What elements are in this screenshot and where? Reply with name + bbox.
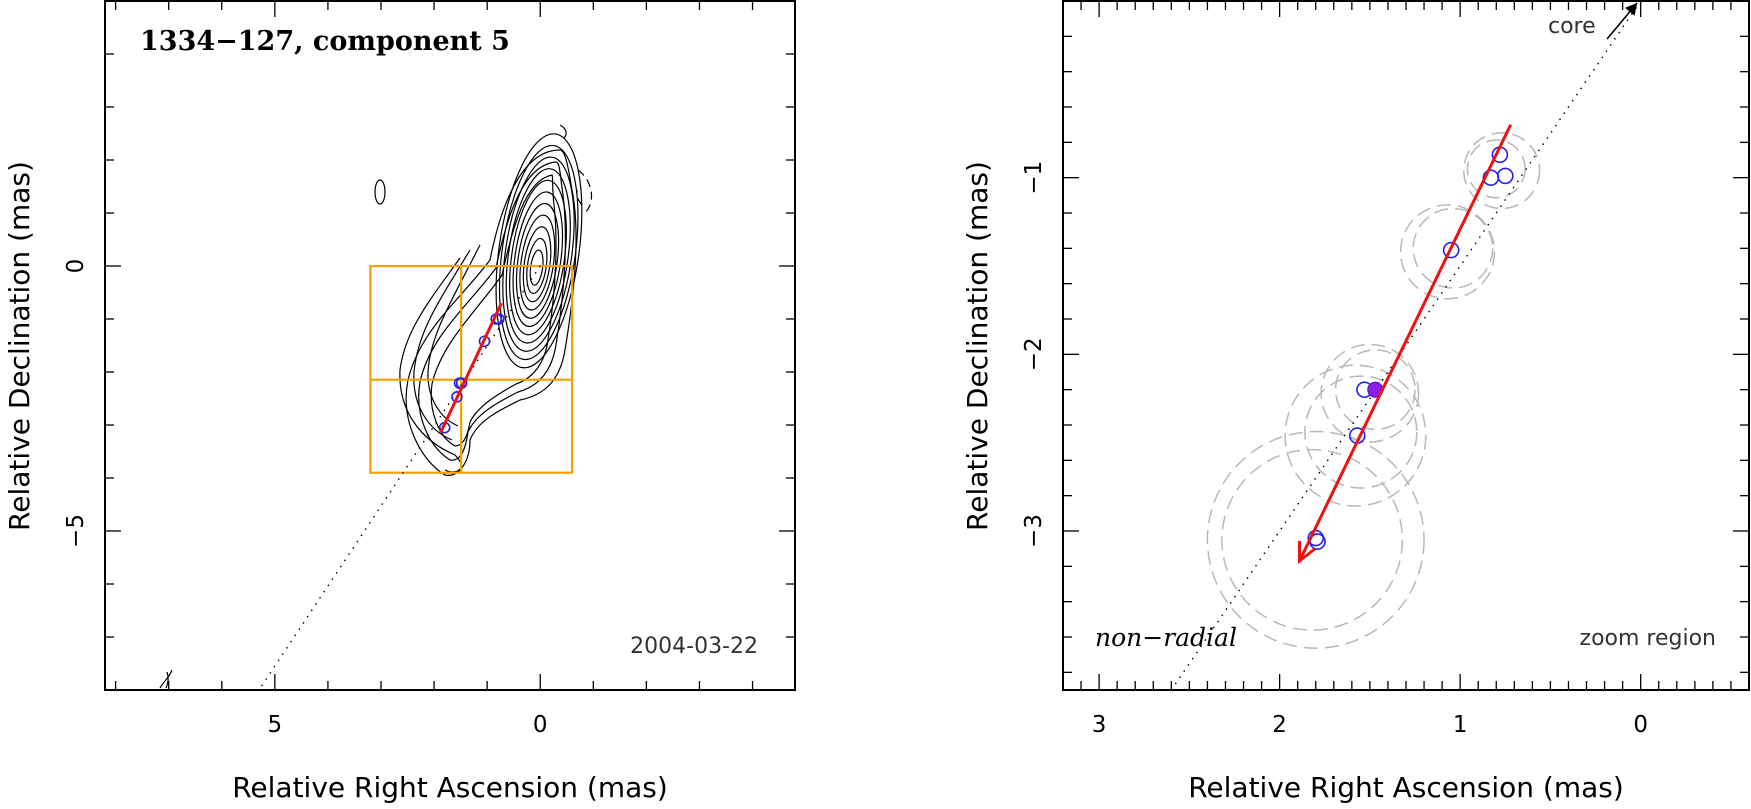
contour-map xyxy=(159,124,593,689)
map-x-axis-label: Relative Right Ascension (mas) xyxy=(232,771,668,804)
map-radial-line xyxy=(258,265,541,691)
contour-level xyxy=(498,144,579,361)
contour-level xyxy=(427,244,481,427)
isolated-contour xyxy=(559,124,567,139)
zoom-radial-line xyxy=(1170,0,1642,691)
map-plot-frame xyxy=(104,0,796,691)
contour-level xyxy=(399,257,462,473)
contour-level xyxy=(413,249,471,441)
error-circle xyxy=(1284,364,1427,507)
map-component-marker xyxy=(451,391,463,403)
region-label: zoom region xyxy=(1580,626,1716,651)
velocity-shaft xyxy=(1298,124,1513,562)
map-x-tick-label: 5 xyxy=(268,712,283,738)
zoom-velocity-vector xyxy=(1297,124,1513,565)
zoom-region-box xyxy=(369,264,574,474)
zoom-y-tick-label: −3 xyxy=(1021,514,1047,548)
contour-level xyxy=(512,191,564,328)
error-circle xyxy=(1206,430,1425,649)
core-direction-arrow xyxy=(1606,2,1638,40)
zoom-box-outline xyxy=(369,264,574,474)
contour-level xyxy=(430,174,557,447)
map-velocity-vector xyxy=(439,302,503,434)
error-circle xyxy=(1466,139,1526,199)
contour-level xyxy=(526,237,548,295)
velocity-arrowhead xyxy=(1297,541,1317,565)
error-circle xyxy=(1221,448,1404,631)
mode-label: non−radial xyxy=(1095,623,1237,652)
zoom-component-marker xyxy=(1496,167,1514,185)
contour-level xyxy=(505,168,571,344)
isolated-contour xyxy=(159,669,173,689)
contour-level xyxy=(502,156,575,352)
error-circle xyxy=(1412,207,1494,289)
error-circle xyxy=(1399,204,1496,300)
core-label: core xyxy=(1548,14,1596,39)
error-circle xyxy=(1463,131,1541,210)
zoom-y-tick-label: −1 xyxy=(1021,161,1047,195)
zoom-y-axis-label: Relative Declination (mas) xyxy=(961,161,994,531)
zoom-components xyxy=(1307,146,1514,550)
map-title: 1334−127, component 5 xyxy=(140,26,510,57)
contour-level xyxy=(519,214,556,311)
error-circle xyxy=(1334,349,1416,431)
map-y-axis-label: Relative Declination (mas) xyxy=(3,161,36,531)
map-panel: 5 0 0 −5 1334−127, component 5 2004-03-22 R… xyxy=(3,0,796,804)
zoom-component-marker xyxy=(1442,241,1460,259)
map-y-tick-label: −5 xyxy=(63,514,89,548)
map-y-tick-label: 0 xyxy=(63,259,89,274)
isolated-contour xyxy=(374,179,386,205)
zoom-plot-frame xyxy=(1062,0,1750,691)
zoom-x-tick-label: 0 xyxy=(1633,712,1648,738)
zoom-x-tick-label: 2 xyxy=(1272,712,1287,738)
zoom-x-tick-label: 3 xyxy=(1092,712,1107,738)
zoom-axis-ticks: 3 2 1 0 −1 −2 −3 xyxy=(1021,0,1750,738)
contour-level xyxy=(418,161,567,461)
contour-level xyxy=(509,179,567,336)
error-circle xyxy=(1304,375,1418,489)
map-date-label: 2004-03-22 xyxy=(630,634,758,659)
zoom-x-tick-label: 1 xyxy=(1453,712,1468,738)
map-x-tick-label: 0 xyxy=(533,712,548,738)
contour-level xyxy=(515,202,560,319)
contour-level xyxy=(495,133,583,369)
zoom-x-axis-label: Relative Right Ascension (mas) xyxy=(1188,771,1624,804)
error-circles xyxy=(1206,131,1541,649)
zoom-y-tick-label: −2 xyxy=(1021,337,1047,371)
map-axis-ticks: 5 0 0 −5 xyxy=(63,1,795,738)
zoom-panel: 3 2 1 0 −1 −2 −3 core non−radial zoom region R… xyxy=(961,0,1750,804)
core-arrowhead xyxy=(1624,3,1638,16)
negative-contour xyxy=(576,169,593,213)
